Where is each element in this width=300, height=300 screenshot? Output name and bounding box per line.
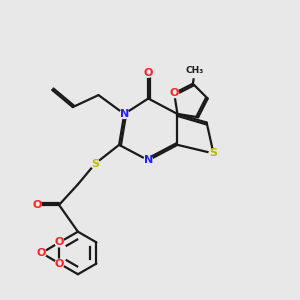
- Text: O: O: [55, 259, 64, 269]
- Text: S: S: [91, 159, 99, 169]
- Text: O: O: [55, 237, 64, 247]
- Circle shape: [37, 248, 46, 257]
- Circle shape: [144, 68, 153, 77]
- Text: O: O: [144, 68, 153, 78]
- Text: O: O: [37, 248, 46, 258]
- Circle shape: [144, 156, 153, 165]
- Circle shape: [55, 238, 64, 247]
- Circle shape: [120, 110, 129, 118]
- Text: N: N: [120, 109, 129, 119]
- Text: N: N: [144, 155, 153, 165]
- Text: CH₃: CH₃: [186, 66, 204, 75]
- Circle shape: [187, 63, 202, 78]
- Circle shape: [209, 149, 218, 158]
- Circle shape: [170, 89, 178, 98]
- Text: O: O: [169, 88, 179, 98]
- Text: O: O: [32, 200, 41, 210]
- Circle shape: [32, 200, 41, 209]
- Text: S: S: [209, 148, 217, 158]
- Circle shape: [55, 259, 64, 268]
- Circle shape: [91, 159, 100, 168]
